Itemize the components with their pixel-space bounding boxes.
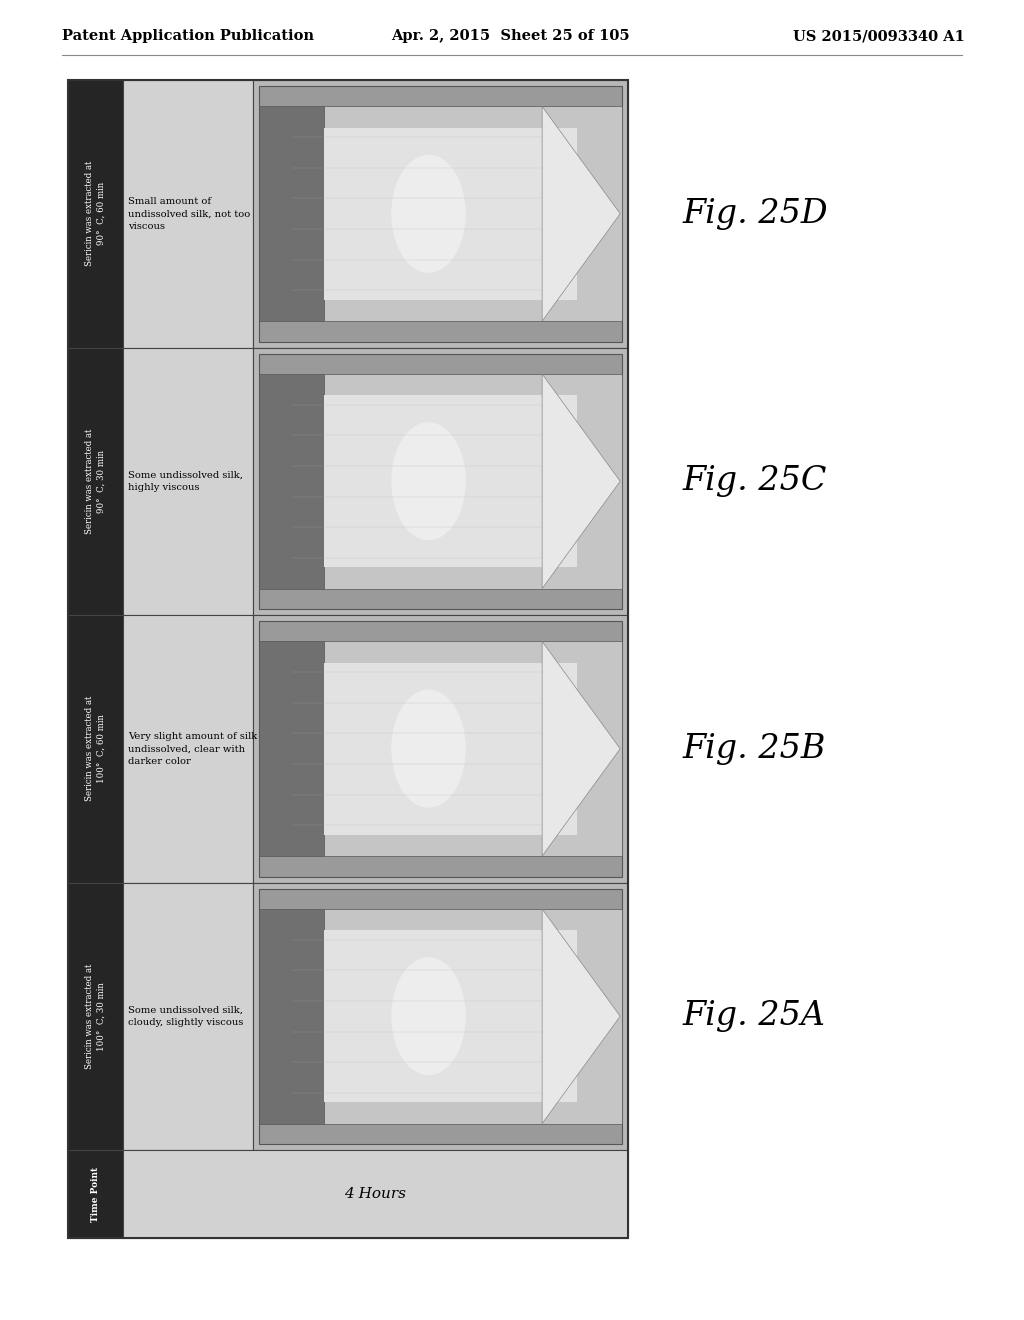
Polygon shape [542, 642, 621, 857]
Bar [325, 128, 578, 300]
Bar [123, 347, 253, 615]
Text: Sericin was extracted at
90°  C, 60 min: Sericin was extracted at 90° C, 60 min [85, 161, 105, 267]
Bar [253, 615, 628, 883]
Ellipse shape [391, 957, 466, 1076]
Bar [259, 642, 325, 857]
Bar [68, 615, 123, 883]
Text: Patent Application Publication: Patent Application Publication [62, 29, 314, 44]
Bar [259, 107, 325, 321]
Bar [325, 931, 578, 1102]
Text: Time Point: Time Point [91, 1167, 100, 1221]
Ellipse shape [391, 690, 466, 808]
Text: Sericin was extracted at
100°  C, 60 min: Sericin was extracted at 100° C, 60 min [85, 696, 105, 801]
Text: US 2015/0093340 A1: US 2015/0093340 A1 [794, 29, 965, 44]
Text: Some undissolved silk,
highly viscous: Some undissolved silk, highly viscous [128, 470, 243, 492]
Bar [325, 642, 622, 857]
Text: Fig. 25C: Fig. 25C [683, 465, 827, 498]
Bar [68, 347, 123, 615]
Bar [259, 86, 622, 342]
Text: Very slight amount of silk
undissolved, clear with
darker color: Very slight amount of silk undissolved, … [128, 731, 257, 766]
Bar [68, 883, 123, 1150]
Text: Apr. 2, 2015  Sheet 25 of 105: Apr. 2, 2015 Sheet 25 of 105 [391, 29, 630, 44]
Bar [325, 663, 578, 834]
Ellipse shape [391, 422, 466, 540]
Bar [259, 888, 622, 1144]
Text: Fig. 25A: Fig. 25A [683, 1001, 826, 1032]
Bar [259, 354, 622, 609]
Bar [123, 615, 253, 883]
Text: Fig. 25B: Fig. 25B [683, 733, 826, 764]
Bar [325, 909, 622, 1123]
Bar [68, 1150, 123, 1238]
Bar [123, 81, 253, 347]
Bar [68, 81, 123, 347]
Bar [68, 81, 628, 1238]
Text: 4 Hours: 4 Hours [344, 1187, 407, 1201]
Polygon shape [542, 107, 621, 321]
Bar [259, 374, 325, 589]
Polygon shape [542, 374, 621, 589]
Bar [123, 883, 253, 1150]
Bar [325, 107, 622, 321]
Bar [325, 374, 622, 589]
Bar [259, 620, 622, 876]
Polygon shape [542, 909, 621, 1123]
Text: Fig. 25D: Fig. 25D [683, 198, 828, 230]
Bar [325, 396, 578, 568]
Bar [123, 1150, 628, 1238]
Ellipse shape [391, 154, 466, 273]
Bar [253, 347, 628, 615]
Bar [253, 81, 628, 347]
Text: Some undissolved silk,
cloudy, slightly viscous: Some undissolved silk, cloudy, slightly … [128, 1006, 244, 1027]
Bar [259, 909, 325, 1123]
Bar [253, 883, 628, 1150]
Text: Sericin was extracted at
100°  C, 30 min: Sericin was extracted at 100° C, 30 min [85, 964, 105, 1069]
Text: Small amount of
undissolved silk, not too
viscous: Small amount of undissolved silk, not to… [128, 197, 250, 231]
Text: Sericin was extracted at
90°  C, 30 min: Sericin was extracted at 90° C, 30 min [85, 429, 105, 533]
